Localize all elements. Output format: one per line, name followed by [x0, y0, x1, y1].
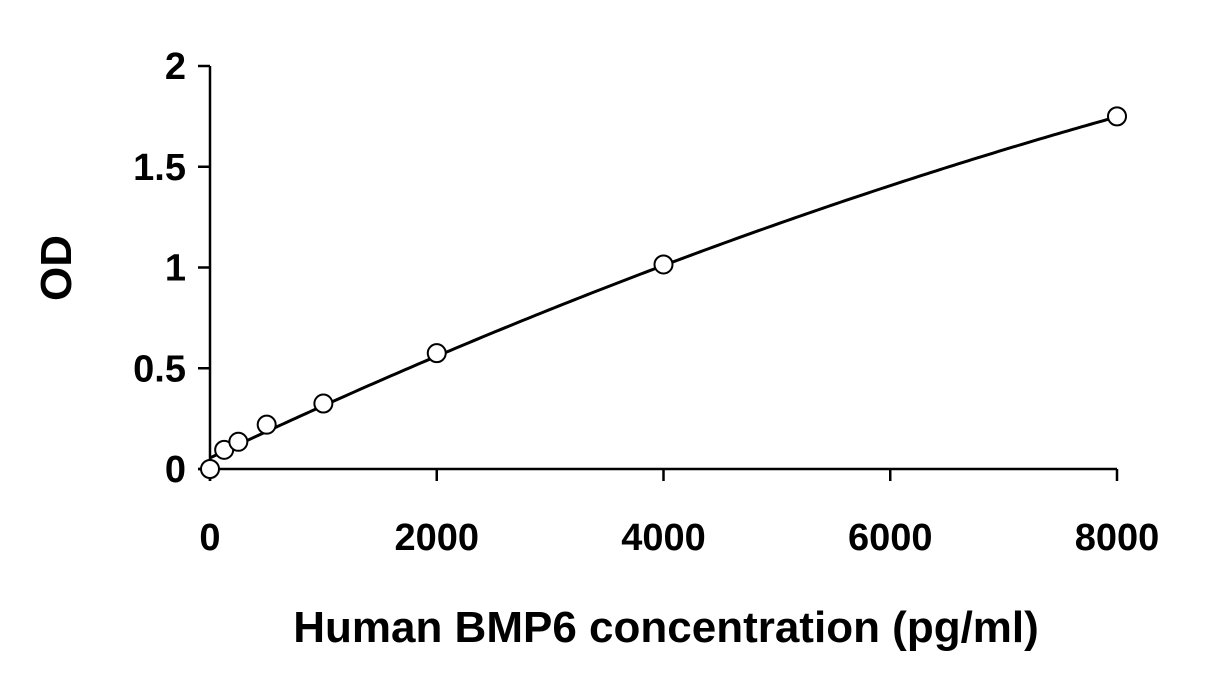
y-tick-label: 0.5: [133, 348, 186, 390]
y-tick-label: 2: [165, 46, 186, 88]
x-tick-label: 0: [199, 517, 220, 559]
x-axis-title: Human BMP6 concentration (pg/ml): [293, 603, 1039, 652]
y-ticks: 0 0.5 1 1.5 2: [133, 46, 210, 491]
x-ticks: 0 2000 4000 6000 8000: [199, 469, 1159, 559]
axes: [198, 66, 1117, 481]
fit-curve: [209, 115, 1118, 460]
y-tick-label: 1.5: [133, 147, 186, 189]
y-tick-label: 1: [165, 248, 186, 290]
x-tick-label: 4000: [621, 517, 706, 559]
data-point: [228, 431, 249, 452]
y-axis-title: OD: [32, 235, 81, 301]
data-point: [1107, 106, 1127, 127]
y-tick-label: 0: [165, 449, 186, 491]
data-point: [426, 343, 447, 364]
data-point: [256, 414, 277, 435]
x-tick-label: 2000: [394, 517, 479, 559]
data-point: [200, 459, 220, 479]
x-tick-label: 8000: [1075, 517, 1160, 559]
data-point: [313, 393, 334, 414]
data-point: [653, 254, 674, 275]
data-points: [200, 106, 1127, 479]
x-tick-label: 6000: [848, 517, 933, 559]
